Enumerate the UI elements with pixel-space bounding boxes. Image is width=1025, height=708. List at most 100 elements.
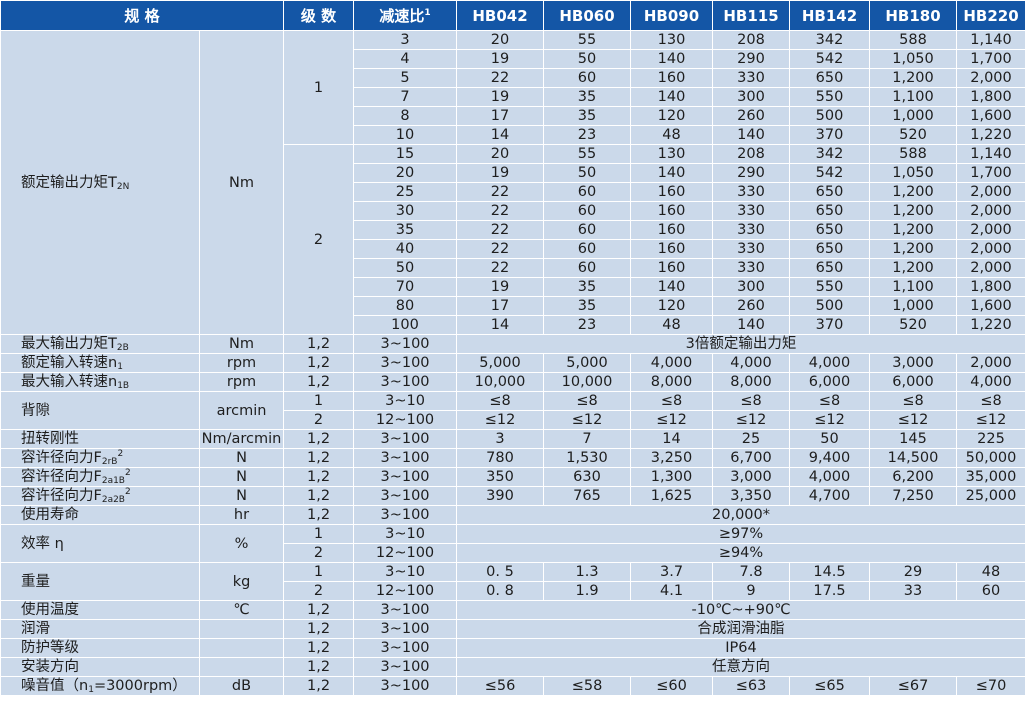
value-cell: 2,000 (956, 68, 1025, 88)
value-cell: 14 (630, 429, 714, 449)
table-row: 防护等级 1,2 3~100 IP64 (0, 638, 1025, 658)
value-cell: 208 (712, 144, 791, 164)
unit-cell: Nm/arcmin (198, 429, 285, 449)
stage-cell: 1 (283, 30, 355, 145)
value-cell: 1,600 (956, 296, 1025, 316)
value-cell: 160 (630, 239, 714, 259)
value-cell: ≤12 (543, 410, 632, 430)
value-cell: 160 (630, 182, 714, 202)
spec-name: 重量 (0, 562, 200, 601)
header-model: HB042 (456, 0, 545, 31)
table-row: 70 19 35 140 300 550 1,100 1,800 (1, 277, 1025, 297)
header-row: 规 格 级 数 减速比1 HB042 HB060 HB090 HB115 HB1… (0, 0, 1025, 31)
spec-name: 使用寿命 (0, 505, 200, 525)
value-cell: 1,140 (956, 30, 1025, 50)
ratio-cell: 3~100 (353, 467, 458, 487)
stage-cell: 1,2 (283, 486, 355, 506)
value-cell: 4,000 (789, 353, 871, 373)
value-cell: 17 (456, 296, 545, 316)
value-cell: 3,350 (712, 486, 791, 506)
value-cell: 1.3 (543, 562, 632, 582)
header-spec: 规 格 (0, 0, 285, 31)
value-cell: 1,300 (630, 467, 714, 487)
unit-cell: Nm (198, 30, 285, 335)
ratio-cell: 7 (353, 87, 458, 107)
unit-cell: rpm (198, 372, 285, 392)
value-cell: 48 (630, 315, 714, 335)
table-row: 安装方向 1,2 3~100 任意方向 (0, 657, 1025, 677)
value-cell: 48 (956, 562, 1025, 582)
unit-cell: ℃ (198, 600, 285, 620)
spec-name: 额定输入转速n1 (0, 353, 200, 373)
value-cell: 2,000 (956, 201, 1025, 221)
value-cell: ≤12 (712, 410, 791, 430)
value-cell: 1,800 (956, 277, 1025, 297)
value-cell: 50 (543, 163, 632, 183)
value-cell: 1,700 (956, 49, 1025, 69)
value-cell: 17 (456, 106, 545, 126)
header-model: HB142 (789, 0, 871, 31)
value-cell: 19 (456, 49, 545, 69)
value-cell: 8,000 (630, 372, 714, 392)
value-cell: 4,000 (630, 353, 714, 373)
unit-cell (198, 619, 285, 639)
value-cell: 1,600 (956, 106, 1025, 126)
header-model: HB090 (630, 0, 714, 31)
stage-cell: 1 (283, 391, 355, 411)
value-cell: ≤56 (456, 676, 545, 696)
value-cell: 260 (712, 106, 791, 126)
table-row: 2 12~100 ≤12 ≤12 ≤12 ≤12 ≤12 ≤12 ≤12 (1, 410, 1025, 430)
value-cell: 3,250 (630, 448, 714, 468)
ratio-cell: 3~100 (353, 334, 458, 354)
value-cell: 9 (712, 581, 791, 601)
table-row: 10 14 23 48 140 370 520 1,220 (1, 125, 1025, 145)
unit-cell: hr (198, 505, 285, 525)
value-cell: 22 (456, 68, 545, 88)
header-ratio: 减速比1 (353, 0, 458, 31)
value-cell: 25 (712, 429, 791, 449)
stage-cell: 2 (283, 581, 355, 601)
value-cell: 60 (543, 68, 632, 88)
value-cell: 130 (630, 144, 714, 164)
stage-cell: 1,2 (283, 657, 355, 677)
value-cell: 780 (456, 448, 545, 468)
value-cell: 1,200 (869, 258, 958, 278)
ratio-cell: 3~100 (353, 638, 458, 658)
unit-cell: kg (198, 562, 285, 601)
value-cell: 290 (712, 49, 791, 69)
value-cell: 1,800 (956, 87, 1025, 107)
value-cell: 48 (630, 125, 714, 145)
unit-cell (198, 657, 285, 677)
value-cell: 55 (543, 144, 632, 164)
value-cell: 370 (789, 125, 871, 145)
spec-name: 背隙 (0, 391, 200, 430)
value-cell: 50,000 (956, 448, 1025, 468)
value-cell: ≤63 (712, 676, 791, 696)
value-cell: 1,700 (956, 163, 1025, 183)
value-cell: 35 (543, 87, 632, 107)
ratio-cell: 3 (353, 30, 458, 50)
table-row: 容许径向力F2a2B2 N 1,2 3~100 390 765 1,625 3,350 4,70… (0, 486, 1025, 506)
ratio-cell: 35 (353, 220, 458, 240)
ratio-cell: 80 (353, 296, 458, 316)
value-cell: 330 (712, 182, 791, 202)
value-cell: 650 (789, 201, 871, 221)
value-cell: 4,000 (712, 353, 791, 373)
value-cell: 22 (456, 220, 545, 240)
table-row: 30 22 60 160 330 650 1,200 2,000 (1, 201, 1025, 221)
ratio-cell: 3~100 (353, 372, 458, 392)
table-row: 2 15 20 55 130 208 342 588 1,140 (1, 144, 1025, 335)
value-cell: ≤12 (630, 410, 714, 430)
value-cell: 390 (456, 486, 545, 506)
value-cell: 60 (543, 239, 632, 259)
value-cell: 500 (789, 296, 871, 316)
stage-cell: 2 (283, 144, 355, 335)
value-cell: 22 (456, 239, 545, 259)
spec-name: 最大输入转速n1B (0, 372, 200, 392)
stage-cell: 1,2 (283, 353, 355, 373)
stage-cell: 2 (283, 410, 355, 430)
value-cell: 19 (456, 277, 545, 297)
value-cell: ≤8 (630, 391, 714, 411)
value-cell: 520 (869, 315, 958, 335)
